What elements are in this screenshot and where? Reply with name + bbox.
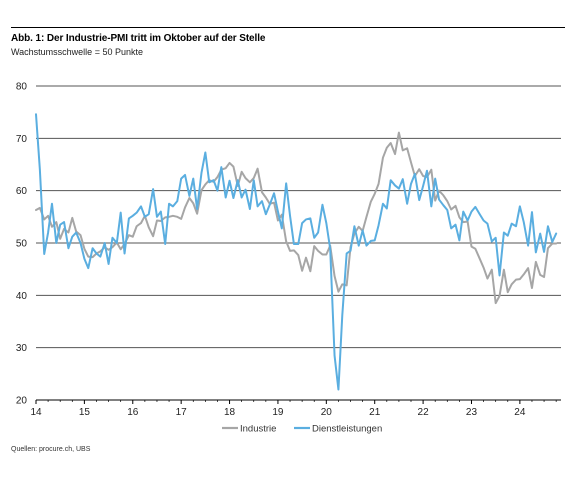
series-line-dienstleistungen <box>35 113 558 391</box>
legend-label-industrie: Industrie <box>240 424 276 435</box>
y-tick-label: 50 <box>16 239 28 250</box>
series-line-industrie <box>35 131 558 305</box>
y-tick-label: 40 <box>16 291 28 302</box>
chart-subtitle: Wachstumsschwelle = 50 Punkte <box>11 47 143 57</box>
series-lines <box>35 113 558 391</box>
x-axis: 14 15 16 17 18 19 20 21 22 23 24 <box>30 399 561 418</box>
x-tick-label: 18 <box>224 407 236 418</box>
x-tick-label: 24 <box>514 407 526 418</box>
legend: Industrie Dienstleistungen <box>222 424 382 435</box>
y-tick-label: 30 <box>16 343 28 354</box>
chart-title: Abb. 1: Der Industrie-PMI tritt im Oktob… <box>11 33 266 44</box>
x-tick-label: 23 <box>466 407 478 418</box>
x-tick-label: 19 <box>272 407 284 418</box>
y-tick-label: 70 <box>16 134 28 145</box>
source-note: Quellen: procure.ch, UBS <box>11 446 91 453</box>
top-rule <box>11 27 565 28</box>
y-tick-label: 20 <box>16 396 28 407</box>
y-tick-label: 80 <box>16 82 28 93</box>
x-tick-label: 22 <box>418 407 430 418</box>
x-tick-label: 17 <box>176 407 188 418</box>
x-tick-label: 16 <box>127 407 139 418</box>
y-tick-label: 60 <box>16 186 28 197</box>
x-tick-label: 15 <box>79 407 91 418</box>
x-tick-label: 20 <box>321 407 333 418</box>
x-tick-label: 21 <box>369 407 381 418</box>
y-axis-ticks: 20 30 40 50 60 70 80 <box>16 82 28 407</box>
legend-label-dienstleistungen: Dienstleistungen <box>312 424 382 435</box>
x-tick-label: 14 <box>30 407 42 418</box>
